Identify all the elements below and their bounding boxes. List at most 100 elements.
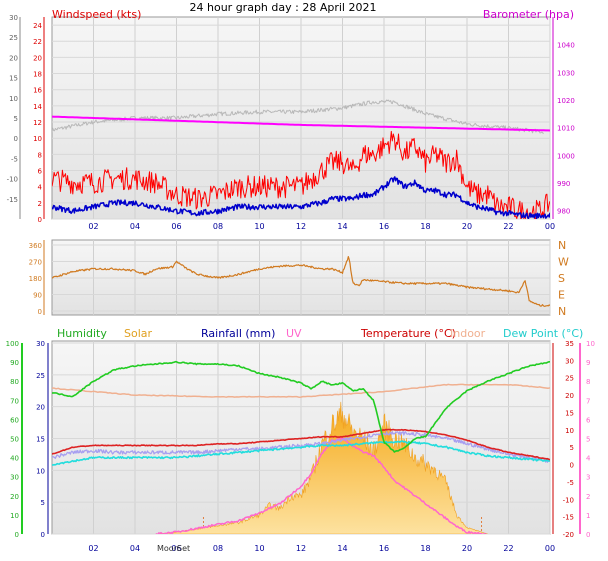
wind-x-tick-04: 04 — [130, 222, 140, 231]
temp-x-tick-20: 20 — [462, 544, 472, 553]
rainfall-tick-0: 0 — [41, 531, 45, 539]
windspeed-tick-4: 4 — [38, 184, 43, 192]
wind-x-tick-14: 14 — [337, 222, 347, 231]
temp-x-tick-02: 02 — [88, 544, 98, 553]
barometer-tick-1020: 1020 — [557, 97, 575, 105]
temperature-tick-5: 5 — [570, 444, 574, 452]
windspeed-tick-8: 8 — [38, 151, 42, 159]
temp-x-tick-22: 22 — [503, 544, 513, 553]
barometer-axis-label: Barometer (hpa) — [483, 8, 574, 21]
direction-tick-270: 270 — [29, 259, 42, 267]
far-left-tick--15: -15 — [7, 196, 18, 204]
windspeed-tick-18: 18 — [33, 71, 42, 79]
uv-line — [155, 437, 488, 534]
uv-tick-7: 7 — [586, 397, 590, 405]
wind-x-tick-06: 06 — [171, 222, 181, 231]
temperature-panel-series — [52, 360, 550, 534]
wind-direction-series — [52, 256, 550, 307]
temperature-tick-0: 0 — [570, 462, 574, 470]
direction-tick-360: 360 — [29, 242, 42, 250]
uv-tick-8: 8 — [586, 378, 590, 386]
uv-tick-1: 1 — [586, 512, 590, 520]
direction-tick-0: 0 — [38, 308, 42, 316]
dew-point-line — [52, 440, 550, 466]
humidity-tick-100: 100 — [6, 340, 19, 348]
far-left-tick-30: 30 — [9, 14, 18, 22]
uv-tick-9: 9 — [586, 359, 590, 367]
far-left-tick-15: 15 — [9, 75, 18, 83]
humidity-tick-10: 10 — [10, 512, 19, 520]
humidity-tick-60: 60 — [10, 416, 19, 424]
rainfall-tick-30: 30 — [36, 340, 45, 348]
temperature-tick-35: 35 — [565, 340, 574, 348]
windspeed-tick-6: 6 — [38, 168, 43, 176]
uv-tick-3: 3 — [586, 474, 590, 482]
legend-solar: Solar — [124, 327, 153, 340]
rainfall-tick-15: 15 — [36, 436, 45, 444]
humidity-tick-0: 0 — [15, 531, 19, 539]
far-left-tick--5: -5 — [11, 155, 18, 163]
windspeed-tick-14: 14 — [33, 103, 42, 111]
direction-tick-180: 180 — [29, 275, 42, 283]
wind-x-tick-18: 18 — [420, 222, 430, 231]
humidity-tick-90: 90 — [10, 359, 19, 367]
far-left-tick--10: -10 — [7, 176, 18, 184]
set-label: Set — [177, 544, 190, 553]
humidity-tick-80: 80 — [10, 378, 19, 386]
temperature-tick-15: 15 — [565, 409, 574, 417]
temp-x-tick-08: 08 — [213, 544, 223, 553]
temp-x-tick-14: 14 — [337, 544, 347, 553]
wind-x-tick-22: 22 — [503, 222, 513, 231]
uv-tick-5: 5 — [586, 436, 590, 444]
windspeed-tick-20: 20 — [33, 54, 42, 62]
barometer-tick-1010: 1010 — [557, 125, 575, 133]
temperature-tick-10: 10 — [565, 427, 574, 435]
temperature-line — [52, 428, 550, 461]
moon-label: Moon — [157, 544, 179, 553]
uv-tick-2: 2 — [586, 493, 590, 501]
humidity-tick-30: 30 — [10, 474, 19, 482]
temp-x-tick-04: 04 — [130, 544, 140, 553]
legend-dew-point: Dew Point (°C) — [503, 327, 583, 340]
indoor-line — [52, 383, 550, 398]
direction-tick-90: 90 — [33, 292, 42, 300]
far-left-tick-25: 25 — [9, 34, 18, 42]
windspeed-tick-2: 2 — [38, 200, 42, 208]
legend: Humidity Solar Rainfall (mm) UV Temperat… — [57, 327, 583, 340]
wind-x-tick-10: 10 — [254, 222, 264, 231]
barometer-tick-1000: 1000 — [557, 152, 575, 160]
barometer-line — [52, 115, 550, 132]
windspeed-axis-label: Windspeed (kts) — [52, 8, 141, 21]
uv-tick-10: 10 — [586, 340, 595, 348]
legend-humidity: Humidity — [57, 327, 107, 340]
rainfall-tick-20: 20 — [36, 404, 45, 412]
temperature-tick--5: -5 — [567, 479, 574, 487]
compass-label-3: E — [558, 289, 565, 302]
barometer-tick-1030: 1030 — [557, 69, 575, 77]
legend-temperature: Temperature (°C) — [360, 327, 456, 340]
temp-x-tick-10: 10 — [254, 544, 264, 553]
wind-x-tick-02: 02 — [88, 222, 98, 231]
humidity-tick-50: 50 — [10, 436, 19, 444]
legend-rainfall: Rainfall (mm) — [201, 327, 275, 340]
temperature-tick--20: -20 — [563, 531, 574, 539]
temperature-tick-30: 30 — [565, 357, 574, 365]
wind-panel-series — [52, 99, 550, 219]
barometer-tick-1040: 1040 — [557, 42, 575, 50]
rainfall-tick-5: 5 — [41, 499, 45, 507]
wind-x-tick-16: 16 — [379, 222, 389, 231]
humidity-tick-20: 20 — [10, 493, 19, 501]
temperature-tick-20: 20 — [565, 392, 574, 400]
chart-title: 24 hour graph day : 28 April 2021 — [190, 1, 377, 14]
temp-x-tick-06: 06 — [171, 544, 181, 553]
far-left-tick-10: 10 — [9, 95, 18, 103]
wind-x-tick-20: 20 — [462, 222, 472, 231]
temperature-tick--10: -10 — [563, 496, 574, 504]
windspeed-tick-22: 22 — [33, 38, 42, 46]
wind-avg-line — [52, 176, 550, 219]
rainfall-tick-25: 25 — [36, 372, 45, 380]
temp-x-tick-12: 12 — [296, 544, 306, 553]
uv-tick-0: 0 — [586, 531, 590, 539]
